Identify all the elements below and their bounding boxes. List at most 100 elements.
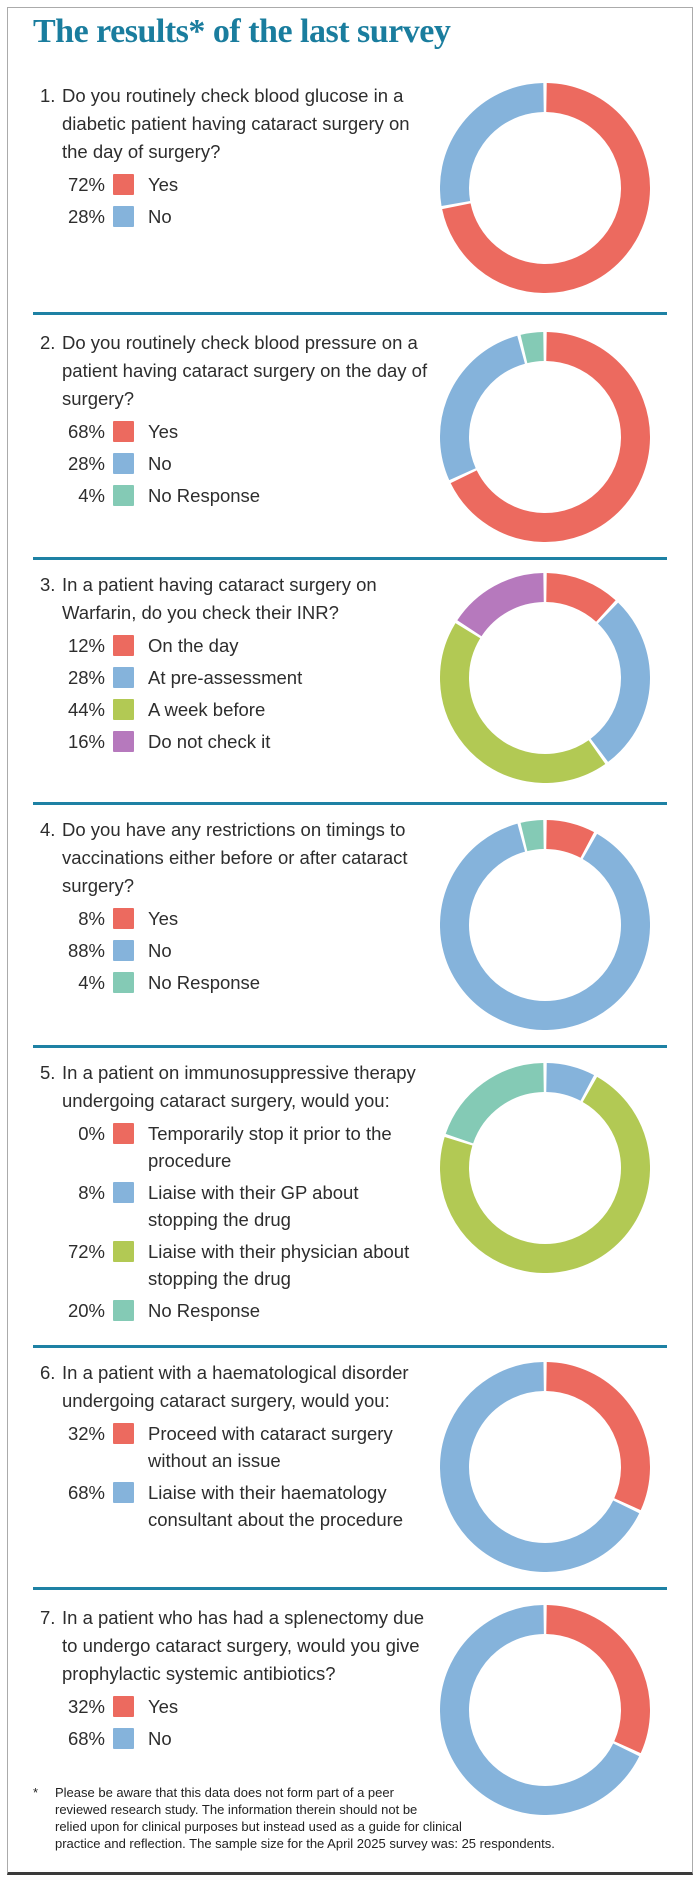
answer-color-swatch <box>113 908 134 929</box>
answer-percentage: 68% <box>67 1482 105 1503</box>
answer-row: 68% No <box>40 1725 440 1752</box>
answer-row: 88% No <box>40 937 440 964</box>
answer-row: 72% Yes <box>40 171 440 198</box>
donut-segment <box>440 332 650 542</box>
section-divider <box>33 1345 667 1348</box>
answer-percentage: 28% <box>67 453 105 474</box>
answer-label: No <box>148 453 172 474</box>
answer-percentage: 12% <box>67 635 105 656</box>
answer-percentage: 68% <box>67 1728 105 1749</box>
answer-percentage: 20% <box>67 1300 105 1321</box>
answer-color-swatch <box>113 667 134 688</box>
section-divider <box>33 312 667 315</box>
answer-row: 32% Yes <box>40 1693 440 1720</box>
answer-row: 4% No Response <box>40 969 440 996</box>
donut-chart-q4 <box>440 820 650 1030</box>
footnote-line: practice and reflection. The sample size… <box>55 1836 555 1851</box>
survey-question-section: 6. In a patient with a haematological di… <box>40 1359 440 1533</box>
answer-row: 16% Do not check it <box>40 728 440 755</box>
answer-color-swatch <box>113 940 134 961</box>
answer-legend: 12% On the day 28% At pre-assessment 44%… <box>40 632 440 755</box>
disclaimer-footnote: * Please be aware that this data does not… <box>33 1784 663 1852</box>
answer-color-swatch <box>113 1696 134 1717</box>
question-number: 1. <box>40 85 56 106</box>
answer-percentage: 4% <box>78 485 105 506</box>
answer-percentage: 44% <box>67 699 105 720</box>
survey-question-section: 4. Do you have any restrictions on timin… <box>40 816 440 996</box>
answer-color-swatch <box>113 731 134 752</box>
question-number: 3. <box>40 574 56 595</box>
answer-label: Do not check it <box>148 731 271 752</box>
donut-segment <box>440 1063 650 1273</box>
donut-segment <box>440 820 650 1030</box>
survey-question-section: 3. In a patient having cataract surgery … <box>40 571 440 755</box>
answer-row: 20% No Response <box>40 1297 440 1324</box>
answer-label: Proceed with cataract surgery without an… <box>148 1423 393 1471</box>
answer-percentage: 32% <box>67 1423 105 1444</box>
answer-label: Liaise with their physician about stoppi… <box>148 1241 410 1289</box>
answer-percentage: 4% <box>78 972 105 993</box>
answer-color-swatch <box>113 1423 134 1444</box>
answer-percentage: 28% <box>67 667 105 688</box>
answer-percentage: 0% <box>78 1123 105 1144</box>
question-number: 7. <box>40 1607 56 1628</box>
question-text: Do you routinely check blood glucose in … <box>62 85 410 162</box>
answer-legend: 32% Yes 68% No <box>40 1693 440 1752</box>
donut-segment <box>440 820 650 1030</box>
answer-percentage: 16% <box>67 731 105 752</box>
answer-legend: 8% Yes 88% No 4% No Response <box>40 905 440 996</box>
footnote-line: relied upon for clinical purposes but in… <box>55 1819 462 1834</box>
answer-legend: 68% Yes 28% No 4% No Response <box>40 418 440 509</box>
answer-percentage: 88% <box>67 940 105 961</box>
answer-percentage: 32% <box>67 1696 105 1717</box>
donut-segment <box>440 83 650 293</box>
answer-color-swatch <box>113 972 134 993</box>
question-number: 5. <box>40 1062 56 1083</box>
donut-segment <box>440 1605 650 1815</box>
answer-label: Yes <box>148 421 179 442</box>
answer-label: No <box>148 206 172 227</box>
answer-color-swatch <box>113 485 134 506</box>
answer-legend: 32% Proceed with cataract surgery withou… <box>40 1420 440 1533</box>
answer-row: 68% Liaise with their haematology consul… <box>40 1479 440 1533</box>
donut-chart-q1 <box>440 83 650 293</box>
donut-segment <box>440 332 650 542</box>
donut-chart-q6 <box>440 1362 650 1572</box>
answer-label: No <box>148 1728 172 1749</box>
section-divider <box>33 1587 667 1590</box>
answer-color-swatch <box>113 174 134 195</box>
answer-color-swatch <box>113 1300 134 1321</box>
answer-percentage: 68% <box>67 421 105 442</box>
answer-row: 28% No <box>40 450 440 477</box>
question-text: Do you routinely check blood pressure on… <box>62 332 428 409</box>
donut-segment <box>440 820 650 1030</box>
donut-chart-q2 <box>440 332 650 542</box>
answer-row: 0% Temporarily stop it prior to the proc… <box>40 1120 440 1174</box>
answer-color-swatch <box>113 1728 134 1749</box>
question-number: 4. <box>40 819 56 840</box>
answer-label: No Response <box>148 1300 261 1321</box>
donut-chart-q5 <box>440 1063 650 1273</box>
answer-label: Yes <box>148 174 179 195</box>
answer-label: Yes <box>148 1696 179 1717</box>
answer-label: Yes <box>148 908 179 929</box>
answer-percentage: 28% <box>67 206 105 227</box>
answer-percentage: 8% <box>78 908 105 929</box>
answer-row: 44% A week before <box>40 696 440 723</box>
page-title: The results* of the last survey <box>33 13 451 50</box>
answer-color-swatch <box>113 1241 134 1262</box>
donut-segment <box>440 573 650 783</box>
donut-segment <box>440 332 650 542</box>
footnote-asterisk: * <box>33 1785 39 1800</box>
question-text: In a patient having cataract surgery on … <box>62 574 377 623</box>
answer-label: Liaise with their haematology consultant… <box>148 1482 404 1530</box>
answer-label: On the day <box>148 635 239 656</box>
answer-label: No Response <box>148 485 261 506</box>
answer-color-swatch <box>113 699 134 720</box>
answer-label: Liaise with their GP about stopping the … <box>148 1182 359 1230</box>
answer-row: 4% No Response <box>40 482 440 509</box>
survey-question-section: 2. Do you routinely check blood pressure… <box>40 329 440 509</box>
answer-color-swatch <box>113 1123 134 1144</box>
answer-legend: 72% Yes 28% No <box>40 171 440 230</box>
